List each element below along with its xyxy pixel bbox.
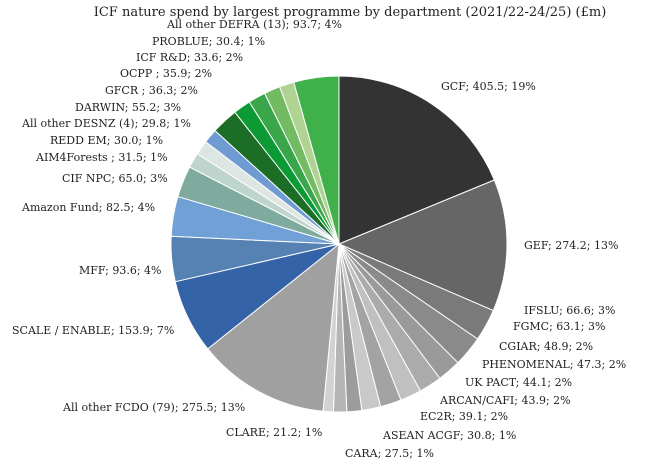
data-label: PROBLUE; 30.4; 1% [152, 35, 266, 48]
data-label: CLARE; 21.2; 1% [226, 426, 323, 439]
data-label: ICF R&D; 33.6; 2% [136, 51, 244, 64]
data-label: SCALE / ENABLE; 153.9; 7% [12, 324, 175, 337]
data-label: GCF; 405.5; 19% [441, 80, 536, 93]
data-label: All other DESNZ (4); 29.8; 1% [22, 117, 191, 130]
chart-title: ICF nature spend by largest programme by… [93, 5, 607, 20]
data-label: CARA; 27.5; 1% [345, 447, 434, 460]
data-label: ARCAN/CAFI; 43.9; 2% [440, 394, 571, 407]
data-label: REDD EM; 30.0; 1% [50, 134, 164, 147]
data-label: CIF NPC; 65.0; 3% [62, 172, 168, 185]
data-label: GEF; 274.2; 13% [524, 239, 619, 252]
data-label: All other DEFRA (13); 93.7; 4% [167, 18, 343, 31]
data-label: All other FCDO (79); 275.5; 13% [63, 401, 246, 414]
data-label: GFCR ; 36.3; 2% [105, 84, 198, 97]
pie-slice-all-other-defra-13- [293, 75, 340, 245]
pie-slice-gef [337, 179, 508, 312]
data-label: IFSLU; 66.6; 3% [524, 304, 616, 317]
data-label: FGMC; 63.1; 3% [513, 320, 606, 333]
data-label: CGIAR; 48.9; 2% [499, 340, 594, 353]
data-label: DARWIN; 55.2; 3% [75, 101, 182, 114]
data-label: UK PACT; 44.1; 2% [465, 376, 573, 389]
pie-slice-gcf [338, 75, 495, 245]
data-label: ASEAN ACGF; 30.8; 1% [383, 429, 517, 442]
data-label: EC2R; 39.1; 2% [420, 410, 509, 423]
pie-slice-all-other-fcdo-79- [207, 242, 340, 412]
data-label: AIM4Forests ; 31.5; 1% [36, 151, 168, 164]
data-label: Amazon Fund; 82.5; 4% [22, 201, 156, 214]
data-label: OCPP ; 35.9; 2% [120, 67, 213, 80]
data-label: MFF; 93.6; 4% [79, 264, 162, 277]
data-label: PHENOMENAL; 47.3; 2% [482, 358, 627, 371]
